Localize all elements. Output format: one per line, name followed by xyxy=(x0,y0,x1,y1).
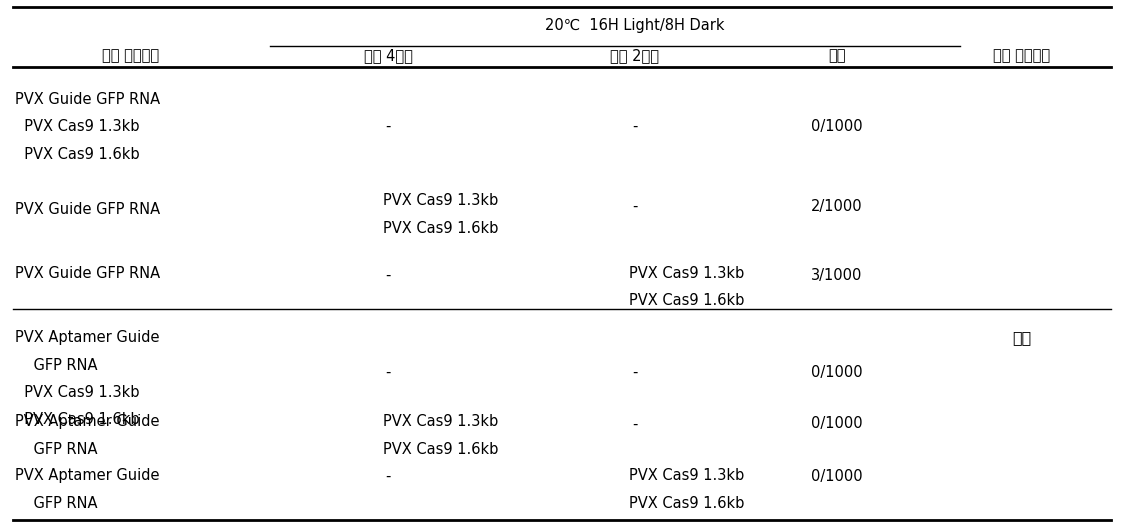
Text: PVX Cas9 1.3kb: PVX Cas9 1.3kb xyxy=(629,468,744,483)
Text: -: - xyxy=(632,365,637,380)
Text: PVX Cas9 1.6kb: PVX Cas9 1.6kb xyxy=(15,147,139,162)
Text: -: - xyxy=(632,416,637,432)
Text: PVX Cas9 1.3kb: PVX Cas9 1.3kb xyxy=(15,385,139,400)
Text: 0/1000: 0/1000 xyxy=(810,118,862,134)
Text: PVX Aptamer Guide: PVX Aptamer Guide xyxy=(15,415,160,430)
Text: -: - xyxy=(386,118,391,134)
Text: GFP RNA: GFP RNA xyxy=(15,496,98,510)
Text: 접종 바이러스: 접종 바이러스 xyxy=(102,48,158,63)
Text: PVX Cas9 1.6kb: PVX Cas9 1.6kb xyxy=(15,413,139,427)
Text: 적용 가능작물: 적용 가능작물 xyxy=(994,48,1050,63)
Text: PVX Cas9 1.3kb: PVX Cas9 1.3kb xyxy=(629,266,744,281)
Text: PVX Cas9 1.3kb: PVX Cas9 1.3kb xyxy=(382,194,498,208)
Text: 효율: 효율 xyxy=(828,48,845,63)
Text: PVX Guide GFP RNA: PVX Guide GFP RNA xyxy=(15,202,160,217)
Text: 개화 2주전: 개화 2주전 xyxy=(610,48,660,63)
Text: 0/1000: 0/1000 xyxy=(810,469,862,484)
Text: -: - xyxy=(386,268,391,282)
Text: PVX Aptamer Guide: PVX Aptamer Guide xyxy=(15,468,160,483)
Text: 3/1000: 3/1000 xyxy=(812,268,862,282)
Text: 0/1000: 0/1000 xyxy=(810,416,862,432)
Text: PVX Cas9 1.3kb: PVX Cas9 1.3kb xyxy=(382,415,498,430)
Text: PVX Cas9 1.6kb: PVX Cas9 1.6kb xyxy=(629,496,744,510)
Text: GFP RNA: GFP RNA xyxy=(15,442,98,457)
Text: -: - xyxy=(632,199,637,214)
Text: 2/1000: 2/1000 xyxy=(810,199,862,214)
Text: PVX Cas9 1.6kb: PVX Cas9 1.6kb xyxy=(629,294,744,308)
Text: PVX Cas9 1.3kb: PVX Cas9 1.3kb xyxy=(15,119,139,134)
Text: 0/1000: 0/1000 xyxy=(810,365,862,380)
Text: -: - xyxy=(386,365,391,380)
Text: GFP RNA: GFP RNA xyxy=(15,358,98,372)
Text: PVX Guide GFP RNA: PVX Guide GFP RNA xyxy=(15,92,160,107)
Text: PVX Cas9 1.6kb: PVX Cas9 1.6kb xyxy=(382,442,498,457)
Text: 감자: 감자 xyxy=(1012,330,1032,345)
Text: PVX Guide GFP RNA: PVX Guide GFP RNA xyxy=(15,266,160,281)
Text: -: - xyxy=(386,469,391,484)
Text: -: - xyxy=(632,118,637,134)
Text: 20℃  16H Light/8H Dark: 20℃ 16H Light/8H Dark xyxy=(545,17,725,33)
Text: 개화 4주전: 개화 4주전 xyxy=(364,48,413,63)
Text: PVX Aptamer Guide: PVX Aptamer Guide xyxy=(15,330,160,345)
Text: PVX Cas9 1.6kb: PVX Cas9 1.6kb xyxy=(382,221,498,236)
